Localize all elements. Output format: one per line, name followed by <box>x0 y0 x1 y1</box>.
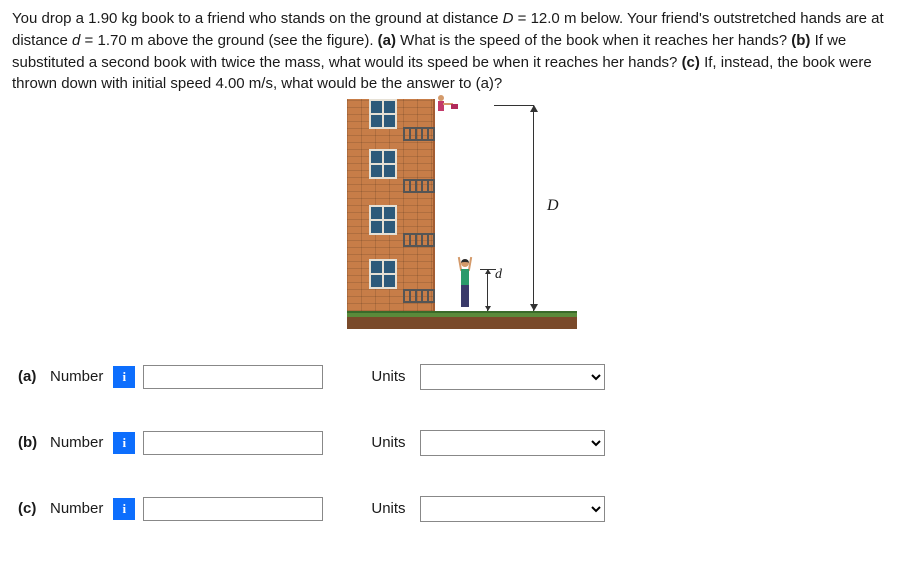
units-select-b[interactable] <box>420 430 605 456</box>
units-select-a[interactable] <box>420 364 605 390</box>
dropper-person-icon <box>433 95 449 117</box>
q-pc-lbl: (c) <box>682 54 700 71</box>
info-button-b[interactable]: i <box>113 432 135 454</box>
window-icon <box>369 259 397 289</box>
dimension-d-label: d <box>495 265 502 285</box>
dimension-d-arrow <box>487 269 488 311</box>
dimension-D-label: D <box>547 194 559 217</box>
ground-illustration <box>347 311 577 329</box>
window-icon <box>369 205 397 235</box>
window-icon <box>369 149 397 179</box>
q-pb-lbl: (b) <box>791 32 810 49</box>
balcony-icon <box>403 289 435 303</box>
balcony-icon <box>403 233 435 247</box>
book-icon <box>451 104 458 109</box>
answer-row-c: (c) Number i Units <box>18 496 912 522</box>
q-deq: = 1.70 m above the ground (see the figur… <box>80 32 377 49</box>
number-label: Number <box>50 432 103 454</box>
q-Dvar: D <box>503 10 514 27</box>
catcher-person-icon <box>457 259 477 311</box>
number-input-a[interactable] <box>143 365 323 389</box>
units-label: Units <box>371 366 405 388</box>
building-illustration <box>347 99 435 311</box>
number-label: Number <box>50 366 103 388</box>
q-prefix: You drop a 1.90 kg book to a friend who … <box>12 10 503 27</box>
answer-row-b: (b) Number i Units <box>18 430 912 456</box>
balcony-icon <box>403 179 435 193</box>
number-input-c[interactable] <box>143 497 323 521</box>
info-button-a[interactable]: i <box>113 366 135 388</box>
units-select-c[interactable] <box>420 496 605 522</box>
figure-container: D d <box>12 99 912 336</box>
q-pa-lbl: (a) <box>378 32 396 49</box>
q-pa-txt: What is the speed of the book when it re… <box>396 32 791 49</box>
number-input-b[interactable] <box>143 431 323 455</box>
dimension-D-arrow <box>533 105 534 311</box>
problem-figure: D d <box>347 99 577 329</box>
part-label-c: (c) <box>18 498 42 520</box>
units-label: Units <box>371 432 405 454</box>
balcony-icon <box>403 127 435 141</box>
question-text: You drop a 1.90 kg book to a friend who … <box>12 8 912 95</box>
part-label-b: (b) <box>18 432 42 454</box>
answer-row-a: (a) Number i Units <box>18 364 912 390</box>
units-label: Units <box>371 498 405 520</box>
number-label: Number <box>50 498 103 520</box>
window-icon <box>369 99 397 129</box>
part-label-a: (a) <box>18 366 42 388</box>
info-button-c[interactable]: i <box>113 498 135 520</box>
